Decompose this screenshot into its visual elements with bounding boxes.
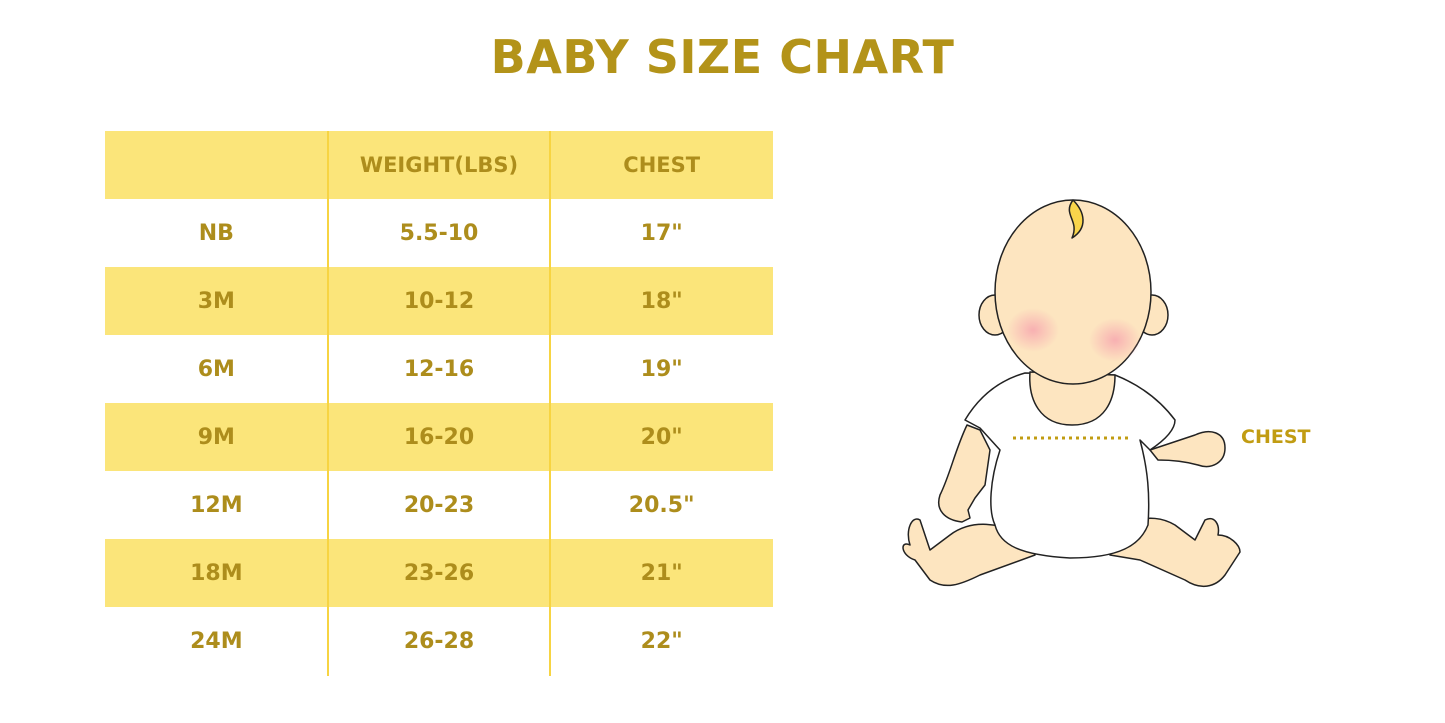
neck bbox=[1029, 371, 1116, 426]
chest-cell: 20" bbox=[640, 424, 683, 450]
chest-cell: 18" bbox=[640, 288, 683, 314]
shirt bbox=[964, 372, 1176, 559]
table-row: 6M 12-16 19" bbox=[105, 335, 773, 403]
chest-cell: 21" bbox=[640, 560, 683, 586]
left-arm bbox=[938, 424, 991, 523]
chest-cell: 20.5" bbox=[628, 492, 695, 518]
weight-cell: 26-28 bbox=[403, 628, 475, 654]
table-row: 18M 23-26 21" bbox=[105, 539, 773, 607]
column-divider bbox=[549, 131, 551, 676]
weight-cell: 23-26 bbox=[403, 560, 475, 586]
size-cell: NB bbox=[198, 220, 234, 246]
chest-cell: 17" bbox=[640, 220, 683, 246]
size-cell: 18M bbox=[190, 560, 243, 586]
size-cell: 9M bbox=[197, 424, 235, 450]
weight-cell: 20-23 bbox=[403, 492, 475, 518]
right-arm bbox=[1149, 431, 1226, 468]
table-row: 9M 16-20 20" bbox=[105, 403, 773, 471]
size-cell: 6M bbox=[197, 356, 235, 382]
hair-curl bbox=[1068, 199, 1084, 239]
size-cell: 12M bbox=[190, 492, 243, 518]
column-divider bbox=[327, 131, 329, 676]
table-row: 24M 26-28 22" bbox=[105, 607, 773, 675]
table-row: 3M 10-12 18" bbox=[105, 267, 773, 335]
table-row: NB 5.5-10 17" bbox=[105, 199, 773, 267]
chest-cell: 19" bbox=[640, 356, 683, 382]
weight-cell: 5.5-10 bbox=[399, 220, 479, 246]
header-cell-weight: WEIGHT(LBS) bbox=[359, 153, 519, 177]
size-cell: 24M bbox=[190, 628, 243, 654]
weight-cell: 10-12 bbox=[403, 288, 475, 314]
table-row: 12M 20-23 20.5" bbox=[105, 471, 773, 539]
left-cheek bbox=[1007, 308, 1059, 352]
weight-cell: 12-16 bbox=[403, 356, 475, 382]
right-cheek bbox=[1089, 318, 1141, 362]
chest-label: CHEST bbox=[1241, 426, 1311, 448]
chest-cell: 22" bbox=[640, 628, 683, 654]
size-table: WEIGHT(LBS) CHEST NB 5.5-10 17" 3M 10-12… bbox=[105, 131, 773, 675]
page-title: BABY SIZE CHART bbox=[490, 30, 955, 84]
table-header-row: WEIGHT(LBS) CHEST bbox=[105, 131, 773, 199]
weight-cell: 16-20 bbox=[403, 424, 475, 450]
size-cell: 3M bbox=[197, 288, 235, 314]
header-cell-chest: CHEST bbox=[623, 153, 701, 177]
